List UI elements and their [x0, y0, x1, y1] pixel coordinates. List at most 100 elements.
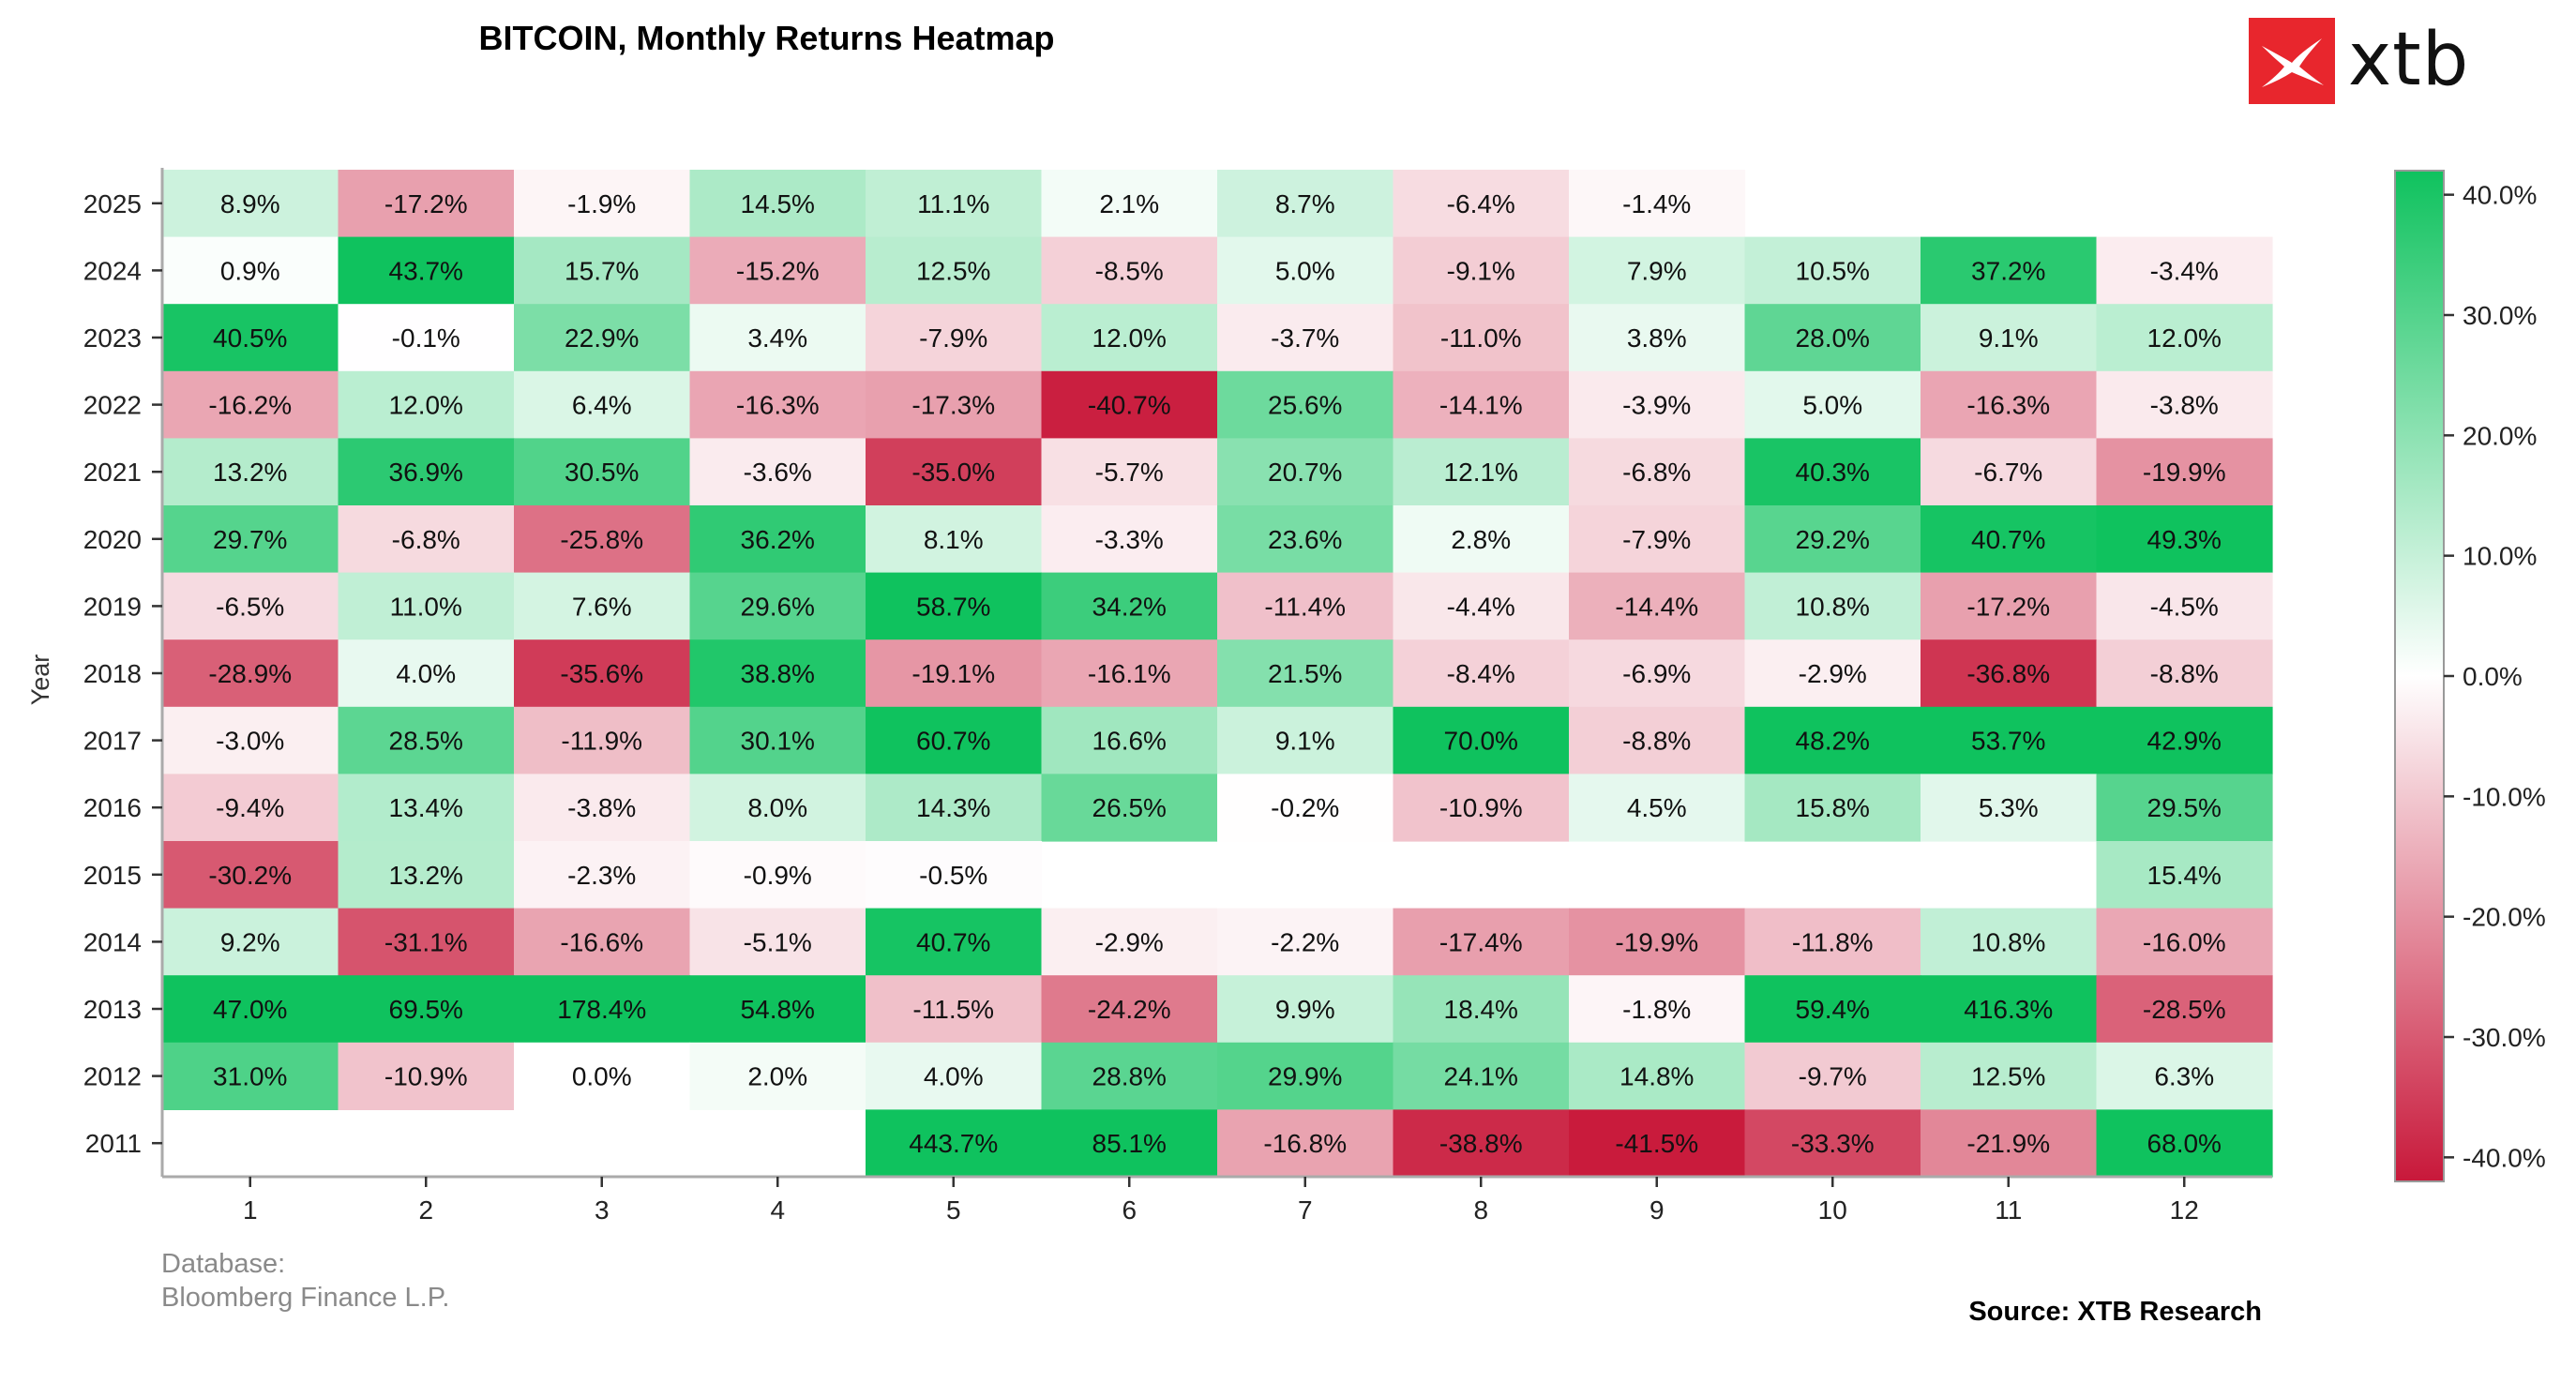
heatmap-cell [162, 908, 339, 976]
cell-value-label: 13.4% [389, 793, 463, 822]
cell-value-label: 58.7% [916, 592, 990, 621]
y-tick-label: 2020 [83, 525, 142, 554]
cell-value-label: -4.4% [1447, 592, 1515, 621]
heatmap-cell [1041, 170, 1218, 238]
heatmap-cell [1041, 1109, 1218, 1178]
x-tick-label: 1 [243, 1195, 258, 1225]
heatmap-cell [2096, 975, 2273, 1044]
cell-value-label: 30.5% [565, 458, 639, 487]
cell-value-label: -31.1% [384, 927, 468, 956]
heatmap-cell [1041, 908, 1218, 976]
cell-value-label: 53.7% [1971, 727, 2045, 756]
x-tick-label: 12 [2170, 1195, 2199, 1225]
colorbar-ticks: 40.0% 30.0% 20.0% 10.0% 0.0% -10.0% -20.0% -30.… [2444, 181, 2546, 1172]
colorbar-tick-label: -30.0% [2463, 1023, 2546, 1052]
cell-value-label: 4.0% [396, 659, 456, 688]
cell-value-label: 24.1% [1444, 1062, 1518, 1091]
heatmap-cell [514, 975, 691, 1044]
heatmap-cell [162, 170, 339, 238]
heatmap-cell [1921, 304, 2098, 372]
heatmap-cell [338, 572, 515, 640]
heatmap-cell [1041, 975, 1218, 1044]
cell-value-label: -1.8% [1622, 995, 1691, 1024]
colorbar-tick-label: -10.0% [2463, 782, 2546, 811]
y-tick-label: 2025 [83, 189, 142, 218]
colorbar-tick-label: -20.0% [2463, 903, 2546, 932]
heatmap-cell [1569, 505, 1746, 574]
cell-value-label: 10.8% [1971, 927, 2045, 956]
heatmap-cell [1393, 1109, 1570, 1178]
cell-value-label: 2.8% [1451, 525, 1511, 554]
cell-value-label: 28.0% [1796, 323, 1870, 353]
heatmap-cell [514, 170, 691, 238]
heatmap-cell [1921, 1042, 2098, 1110]
cell-value-label: 8.9% [220, 189, 280, 218]
heatmap-cell [1393, 572, 1570, 640]
heatmap-cell [866, 639, 1043, 708]
cell-value-label: -8.8% [1622, 727, 1691, 756]
cell-value-label: -11.8% [1792, 927, 1874, 956]
heatmap-cell [514, 639, 691, 708]
cell-value-label: -21.9% [1966, 1129, 2050, 1158]
cell-value-label: 28.8% [1092, 1062, 1167, 1091]
cell-value-label: -33.3% [1791, 1129, 1875, 1158]
heatmap-cell [1744, 572, 1921, 640]
heatmap-cell [1744, 975, 1921, 1044]
cell-value-label: 6.4% [572, 391, 632, 420]
heatmap-cell [1921, 505, 2098, 574]
cell-value-label: -28.5% [2143, 995, 2226, 1024]
cell-value-label: 9.1% [1979, 323, 2039, 353]
cell-value-label: 2.1% [1099, 189, 1159, 218]
heatmap-cell [866, 236, 1043, 305]
heatmap-cell [1217, 639, 1394, 708]
heatmap-cell [514, 438, 691, 506]
x-tick-label: 10 [1818, 1195, 1847, 1225]
heatmap-cell [866, 1109, 1043, 1178]
cell-value-label: -7.9% [919, 323, 987, 353]
heatmap-cell [1393, 639, 1570, 708]
cell-value-label: -0.9% [744, 861, 812, 890]
cell-value-label: -9.1% [1447, 256, 1515, 285]
heatmap-cell [689, 975, 866, 1044]
cell-value-label: -5.7% [1095, 458, 1164, 487]
cell-value-label: 178.4% [557, 995, 646, 1024]
x-tick-label: 9 [1650, 1195, 1665, 1225]
cell-value-label: 8.0% [747, 793, 807, 822]
heatmap-cell [866, 706, 1043, 774]
database-value: Bloomberg Finance L.P. [161, 1283, 450, 1313]
chart-title: BITCOIN, Monthly Returns Heatmap [478, 19, 1055, 57]
heatmap-cell [1569, 1042, 1746, 1110]
heatmap-cell [1393, 505, 1570, 574]
heatmap-cell [1744, 774, 1921, 842]
y-tick-label: 2012 [83, 1062, 142, 1091]
cell-value-label: 29.5% [2147, 793, 2222, 822]
y-tick-label: 2023 [83, 323, 142, 353]
cell-value-label: 25.6% [1268, 391, 1342, 420]
heatmap-cell [338, 370, 515, 439]
cell-value-label: -6.4% [1447, 189, 1515, 218]
cell-value-label: -2.9% [1095, 927, 1164, 956]
cell-value-label: 14.8% [1619, 1062, 1694, 1091]
cell-value-label: 8.1% [924, 525, 984, 554]
cell-value-label: -3.8% [567, 793, 636, 822]
heatmap-cell [1041, 438, 1218, 506]
xtb-logo: xtb [2249, 18, 2469, 107]
cell-value-label: -1.4% [1622, 189, 1691, 218]
xtb-logo-text: xtb [2348, 18, 2470, 102]
heatmap-cell [514, 841, 691, 909]
cell-value-label: 15.8% [1796, 793, 1870, 822]
cell-value-label: 14.5% [741, 189, 815, 218]
heatmap-cell [1217, 170, 1394, 238]
heatmap-cell [338, 1042, 515, 1110]
heatmap-cell [514, 572, 691, 640]
heatmap-cell [1744, 304, 1921, 372]
heatmap-cell [689, 706, 866, 774]
heatmap-cell [1217, 908, 1394, 976]
heatmap-cell [2096, 908, 2273, 976]
heatmap-cell [1393, 706, 1570, 774]
y-tick-label: 2024 [83, 256, 142, 285]
x-tick-label: 6 [1122, 1195, 1137, 1225]
heatmap-cell [1569, 908, 1746, 976]
heatmap-cell [1217, 236, 1394, 305]
